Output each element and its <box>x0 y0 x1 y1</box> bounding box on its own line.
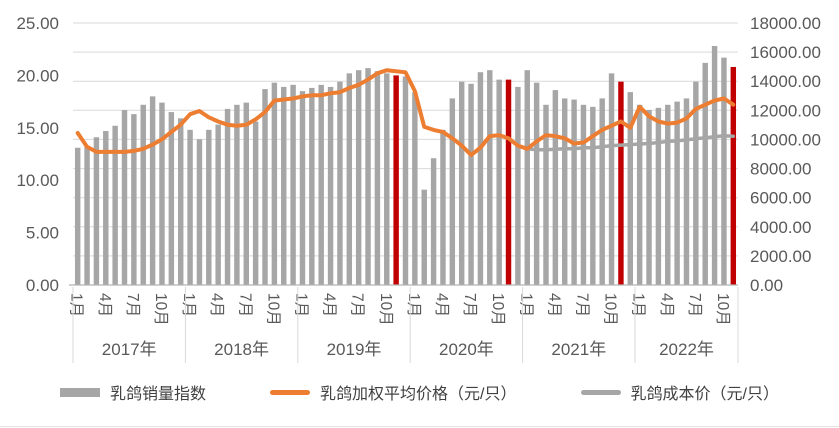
y-axis-right: 0.00 2000.00 4000.00 6000.00 8000.00 10000.00… <box>750 14 821 295</box>
svg-text:1月: 1月 <box>68 293 85 317</box>
bar-swatch-icon <box>60 387 101 397</box>
svg-text:7月: 7月 <box>349 293 366 317</box>
svg-text:4月: 4月 <box>321 293 338 317</box>
legend-item-cost-price: 乳鸽成本价（元/只） <box>580 380 779 404</box>
y-axis-left: 0.00 5.00 10.00 15.00 20.00 25.00 <box>16 14 59 295</box>
svg-text:10月: 10月 <box>489 293 506 326</box>
svg-text:1月: 1月 <box>517 293 534 317</box>
orange-line-swatch-icon <box>270 389 311 395</box>
svg-text:4月: 4月 <box>96 293 113 317</box>
svg-text:2022年: 2022年 <box>659 340 714 359</box>
svg-text:10月: 10月 <box>714 293 731 326</box>
svg-text:14000.00: 14000.00 <box>750 72 821 91</box>
svg-text:10月: 10月 <box>152 293 169 326</box>
svg-text:12000.00: 12000.00 <box>750 101 821 120</box>
svg-text:1月: 1月 <box>293 293 310 317</box>
svg-text:5.00: 5.00 <box>26 224 59 243</box>
svg-text:2019年: 2019年 <box>327 340 382 359</box>
legend-item-avg-price: 乳鸽加权平均价格（元/只） <box>270 380 517 404</box>
svg-text:7月: 7月 <box>124 293 141 317</box>
svg-text:0.00: 0.00 <box>26 276 59 295</box>
svg-text:16000.00: 16000.00 <box>750 43 821 62</box>
svg-text:0.00: 0.00 <box>750 276 783 295</box>
svg-text:7月: 7月 <box>686 293 703 317</box>
svg-text:8000.00: 8000.00 <box>750 160 811 179</box>
x-axis-year-labels: 2017年 2018年 2019年 2020年 2021年 2022年 <box>72 287 739 363</box>
cost-line <box>525 133 736 152</box>
svg-text:10月: 10月 <box>602 293 619 326</box>
svg-text:2000.00: 2000.00 <box>750 247 811 266</box>
svg-text:10000.00: 10000.00 <box>750 130 821 149</box>
legend-item-sales-index: 乳鸽销量指数 <box>60 380 206 404</box>
svg-text:4月: 4月 <box>433 293 450 317</box>
price-line <box>75 68 736 157</box>
legend-label-sales-index: 乳鸽销量指数 <box>110 386 207 403</box>
svg-text:18000.00: 18000.00 <box>750 14 821 33</box>
svg-text:2020年: 2020年 <box>439 340 494 359</box>
svg-text:1月: 1月 <box>180 293 197 317</box>
svg-text:10月: 10月 <box>377 293 394 326</box>
svg-text:15.00: 15.00 <box>16 119 59 138</box>
legend: 乳鸽销量指数 乳鸽加权平均价格（元/只） 乳鸽成本价（元/只） <box>0 380 839 404</box>
svg-text:10.00: 10.00 <box>16 171 59 190</box>
legend-label-avg-price: 乳鸽加权平均价格（元/只） <box>320 386 517 403</box>
bottom-divider <box>0 426 839 427</box>
svg-text:20.00: 20.00 <box>16 66 59 85</box>
svg-text:2018年: 2018年 <box>214 340 269 359</box>
svg-text:6000.00: 6000.00 <box>750 189 811 208</box>
svg-text:25.00: 25.00 <box>16 14 59 33</box>
svg-text:4000.00: 4000.00 <box>750 218 811 237</box>
legend-label-cost-price: 乳鸽成本价（元/只） <box>630 386 779 403</box>
svg-text:4月: 4月 <box>208 293 225 317</box>
svg-text:1月: 1月 <box>630 293 647 317</box>
combo-chart-canvas: 0.00 2000.00 4000.00 6000.00 8000.00 10000.00… <box>16 14 821 363</box>
svg-text:7月: 7月 <box>461 293 478 317</box>
svg-text:1月: 1月 <box>405 293 422 317</box>
svg-text:4月: 4月 <box>545 293 562 317</box>
svg-text:7月: 7月 <box>236 293 253 317</box>
svg-text:2017年: 2017年 <box>102 340 157 359</box>
x-axis-month-labels: 1月 4月 7月 10月 1月 4月 7月 10月 1月 4月 7月 10月 1月 4月 7月 10月 1月 4月… <box>68 293 731 326</box>
svg-text:7月: 7月 <box>574 293 591 317</box>
gray-line-swatch-icon <box>580 389 621 395</box>
sales-bars <box>74 46 737 286</box>
svg-text:2021年: 2021年 <box>551 340 606 359</box>
svg-text:4月: 4月 <box>658 293 675 317</box>
svg-text:10月: 10月 <box>264 293 281 326</box>
